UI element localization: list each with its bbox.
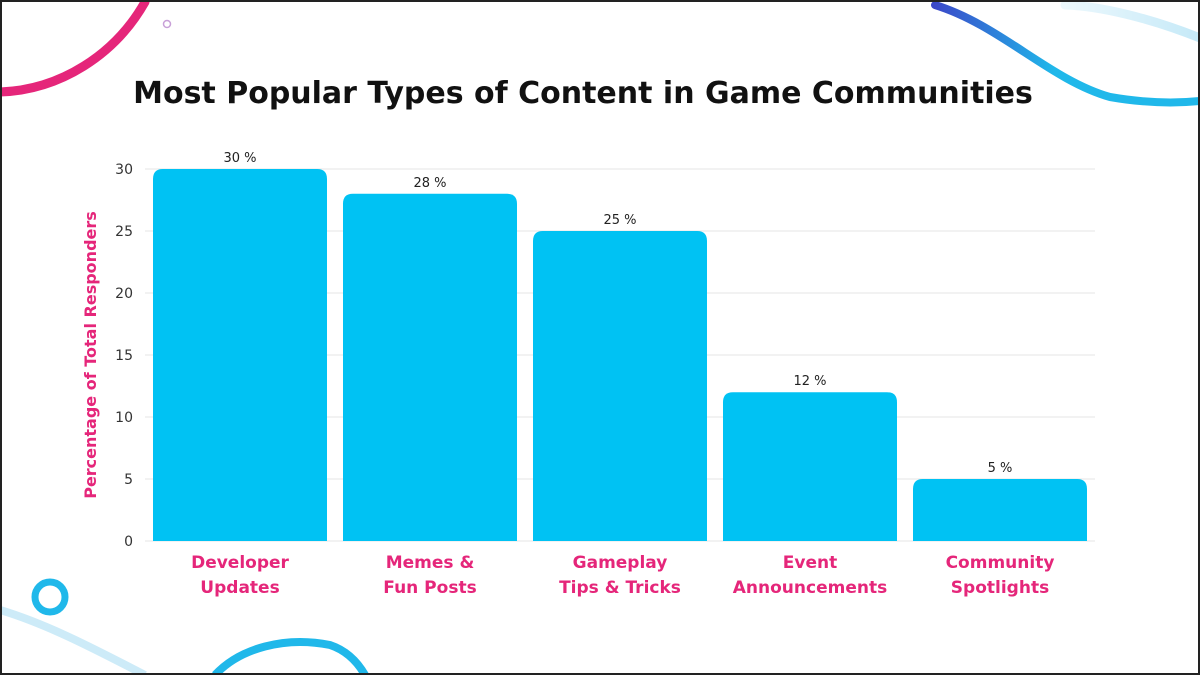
category-labels: Developer Updates Memes & Fun Posts Gameplay… bbox=[191, 553, 1054, 598]
pink-arc-decoration bbox=[0, 0, 150, 97]
y-tick-label: 15 bbox=[115, 348, 133, 364]
y-tick-label: 0 bbox=[124, 534, 133, 550]
data-label: 25 % bbox=[603, 213, 636, 228]
bar bbox=[723, 392, 897, 541]
y-tick-label: 20 bbox=[115, 286, 133, 302]
chart-title: Most Popular Types of Content in Game Co… bbox=[133, 76, 1033, 111]
category-label: Tips & Tricks bbox=[559, 578, 681, 598]
category-label: Event bbox=[783, 553, 837, 573]
category-label: Memes & bbox=[386, 553, 475, 573]
faint-blue-arc-decoration bbox=[1060, 0, 1200, 43]
blue-ring-decoration bbox=[31, 578, 69, 616]
bottom-blue-arc-decoration bbox=[212, 638, 369, 675]
bar bbox=[533, 231, 707, 541]
data-labels: 30 % 28 % 25 % 12 % 5 % bbox=[223, 151, 1012, 476]
category-label: Gameplay bbox=[573, 553, 668, 573]
category-label: Fun Posts bbox=[383, 578, 476, 598]
y-tick-label: 5 bbox=[124, 472, 133, 488]
bars bbox=[153, 169, 1087, 542]
y-axis-label: Percentage of Total Responders bbox=[81, 211, 100, 499]
data-label: 5 % bbox=[988, 461, 1013, 476]
category-label: Spotlights bbox=[951, 578, 1049, 598]
category-label: Community bbox=[946, 553, 1055, 573]
bar bbox=[153, 169, 327, 541]
y-tick-label: 25 bbox=[115, 224, 133, 240]
y-tick-label: 10 bbox=[115, 410, 133, 426]
faint-blue-curve-decoration bbox=[0, 606, 147, 675]
category-label: Updates bbox=[200, 578, 279, 598]
y-axis-ticks: 0 5 10 15 20 25 30 bbox=[115, 162, 133, 550]
category-label: Developer bbox=[191, 553, 289, 573]
data-label: 28 % bbox=[413, 176, 446, 191]
category-label: Announcements bbox=[733, 578, 887, 598]
y-tick-label: 30 bbox=[115, 162, 133, 178]
data-label: 12 % bbox=[793, 374, 826, 389]
data-label: 30 % bbox=[223, 151, 256, 166]
bar bbox=[913, 479, 1087, 541]
small-dot-decoration bbox=[162, 19, 172, 29]
blue-arc-decoration bbox=[931, 1, 1200, 107]
bar bbox=[343, 193, 517, 542]
